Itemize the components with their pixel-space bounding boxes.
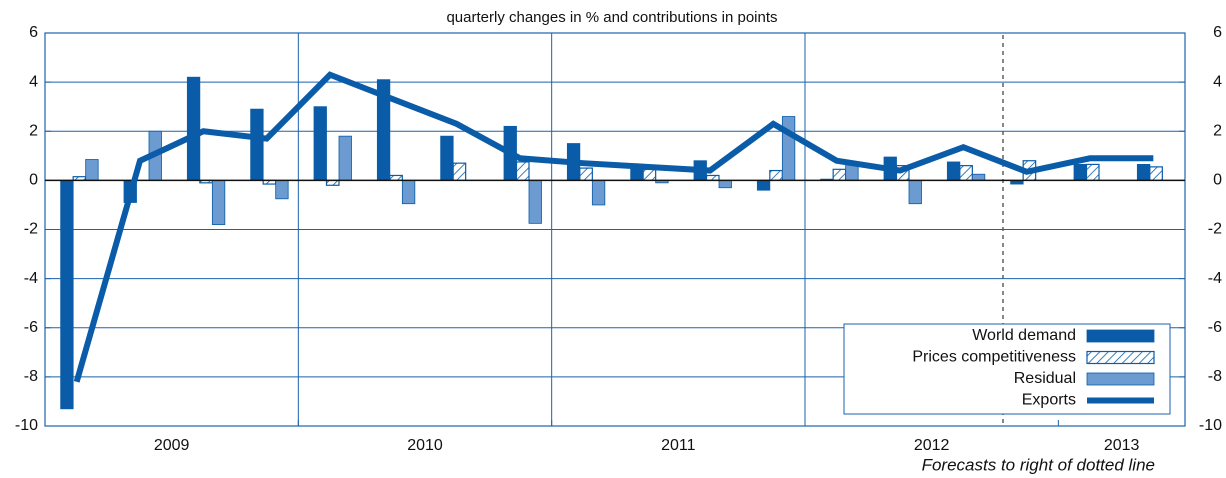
- legend-label: Prices competitiveness: [912, 349, 1076, 366]
- legend-label: World demand: [972, 327, 1076, 344]
- bar: [1085, 163, 1100, 181]
- bar: [1149, 166, 1163, 181]
- y2-tick-label: 2: [1213, 122, 1222, 139]
- bar: [85, 159, 99, 181]
- y-tick-label: -2: [24, 221, 38, 238]
- y-tick-label: -6: [24, 319, 38, 336]
- y2-tick-label: 6: [1213, 24, 1222, 41]
- bar: [325, 179, 340, 186]
- y2-tick-label: -6: [1208, 319, 1222, 336]
- bar: [250, 108, 264, 181]
- y2-tick-label: -2: [1208, 221, 1222, 238]
- bar: [769, 169, 783, 181]
- chart-title: quarterly changes in % and contributions…: [446, 9, 777, 26]
- bar: [515, 161, 530, 181]
- bar: [338, 135, 352, 181]
- bar: [630, 167, 644, 181]
- y2-tick-label: -4: [1208, 270, 1222, 287]
- y2-tick-label: 4: [1213, 73, 1222, 90]
- bar: [186, 76, 201, 181]
- bar: [60, 179, 74, 410]
- y-tick-label: 2: [29, 122, 38, 139]
- bar: [908, 179, 922, 205]
- bar: [705, 174, 720, 181]
- bar: [832, 168, 847, 181]
- bar: [579, 167, 593, 181]
- y2-tick-label: 0: [1213, 172, 1222, 189]
- legend-label: Exports: [1022, 392, 1076, 409]
- y-tick-label: 6: [29, 24, 38, 41]
- bar: [946, 161, 961, 181]
- x-group-label: 2009: [154, 437, 190, 454]
- bar: [781, 116, 796, 181]
- bar: [1073, 164, 1087, 181]
- legend-swatch: [1086, 350, 1155, 365]
- bar: [389, 174, 403, 181]
- legend-label: Residual: [1014, 370, 1076, 387]
- bar: [591, 179, 606, 206]
- y2-tick-label: -10: [1199, 417, 1222, 434]
- y-tick-label: 4: [29, 73, 38, 90]
- bar: [275, 179, 289, 200]
- x-group-label: 2013: [1104, 437, 1140, 454]
- line: [73, 71, 1154, 383]
- y-tick-label: -4: [24, 270, 38, 287]
- bar: [211, 179, 226, 225]
- bar: [756, 179, 771, 191]
- x-group-label: 2012: [914, 437, 950, 454]
- y-tick-label: 0: [29, 172, 38, 189]
- y2-tick-label: -8: [1208, 368, 1222, 385]
- bar: [452, 162, 467, 181]
- bar: [1136, 164, 1151, 181]
- bar: [959, 165, 973, 181]
- legend-swatch: [1086, 372, 1155, 386]
- bar: [971, 173, 986, 181]
- y-tick-label: -10: [15, 417, 38, 434]
- y-tick-label: -8: [24, 368, 38, 385]
- bar: [313, 106, 327, 181]
- bar: [718, 179, 732, 189]
- bar: [528, 179, 542, 224]
- legend-swatch: [1086, 329, 1155, 343]
- plot-frame: [44, 32, 1186, 427]
- x-group-label: 2011: [661, 437, 696, 454]
- forecast-note: Forecasts to right of dotted line: [922, 455, 1155, 474]
- bar: [401, 179, 416, 205]
- x-group-label: 2010: [407, 437, 443, 454]
- bar: [642, 168, 657, 181]
- bar: [440, 135, 454, 181]
